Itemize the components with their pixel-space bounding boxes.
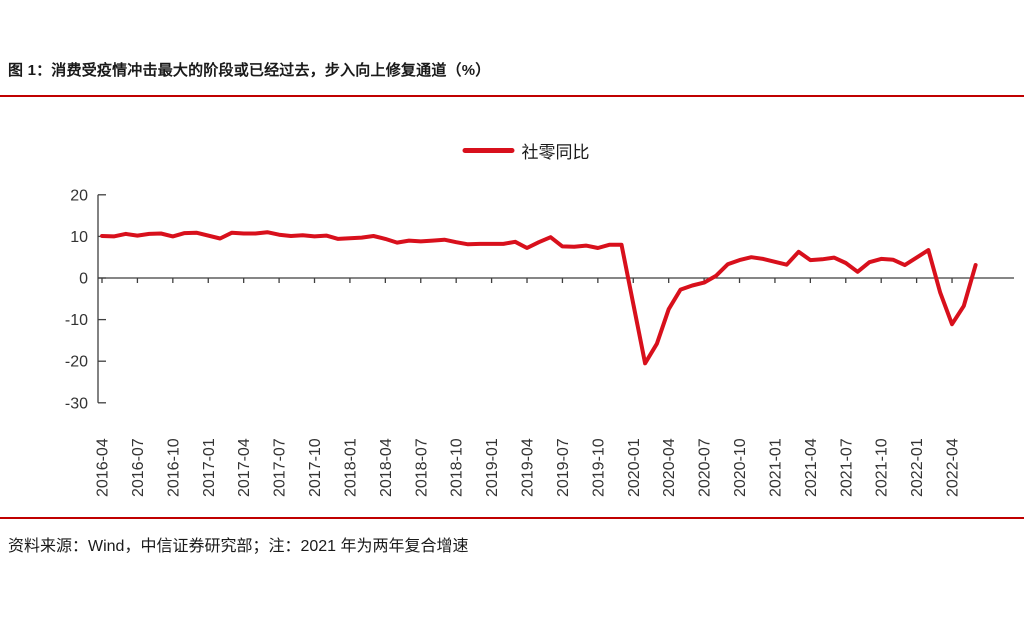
- series-line-shelingtongbi: [100, 230, 978, 366]
- x-axis-tick-label: 2019-07: [555, 438, 572, 497]
- y-axis-tick-label: -20: [65, 354, 88, 371]
- y-axis-tick-label: 20: [70, 187, 88, 204]
- x-axis-tick-label: 2022-01: [909, 438, 926, 497]
- x-axis-tick-label: 2022-04: [945, 438, 962, 497]
- x-axis-tick-label: 2020-07: [697, 438, 714, 497]
- x-axis-tick-label: 2016-07: [130, 438, 147, 497]
- x-axis-tick-label: 2021-07: [838, 438, 855, 497]
- title-divider-rule: [0, 95, 1024, 97]
- x-axis-tick-label: 2020-10: [732, 438, 749, 497]
- y-axis-tick-label: 0: [79, 271, 88, 288]
- x-axis-tick-label: 2019-10: [590, 438, 607, 497]
- x-axis-tick-label: 2019-01: [484, 438, 501, 497]
- x-axis-tick-label: 2019-04: [520, 438, 537, 497]
- x-axis-tick-label: 2016-10: [165, 438, 182, 497]
- x-axis-tick-label: 2018-04: [378, 438, 395, 497]
- legend-line-swatch: [462, 148, 515, 153]
- x-axis-tick-label: 2017-01: [201, 438, 218, 497]
- x-axis-tick-label: 2018-07: [413, 438, 430, 497]
- x-axis-tick-label: 2018-01: [342, 438, 359, 497]
- x-axis-tick-label: 2017-04: [236, 438, 253, 497]
- chart-legend: 社零同比: [462, 138, 590, 163]
- x-axis-tick-label: 2020-04: [661, 438, 678, 497]
- source-note: 资料来源：Wind，中信证券研究部；注：2021 年为两年复合增速: [8, 538, 469, 555]
- legend-label: 社零同比: [521, 143, 590, 162]
- x-axis-tick-label: 2017-10: [307, 438, 324, 497]
- x-axis-tick-label: 2017-07: [272, 438, 289, 497]
- y-axis-tick-label: -30: [65, 395, 88, 412]
- source-divider-rule: [0, 517, 1024, 519]
- x-axis-tick-label: 2016-04: [95, 438, 112, 497]
- x-axis-tick-label: 2021-04: [803, 438, 820, 497]
- figure-title: 图 1：消费受疫情冲击最大的阶段或已经过去，步入向上修复通道（%）: [8, 62, 491, 79]
- x-axis-tick-label: 2018-10: [449, 438, 466, 497]
- x-axis-tick-label: 2021-01: [767, 438, 784, 497]
- x-axis-tick-label: 2020-01: [626, 438, 643, 497]
- x-axis-tick-label: 2021-10: [874, 438, 891, 497]
- y-axis-tick-label: -10: [65, 312, 88, 329]
- y-axis-tick-label: 10: [70, 229, 88, 246]
